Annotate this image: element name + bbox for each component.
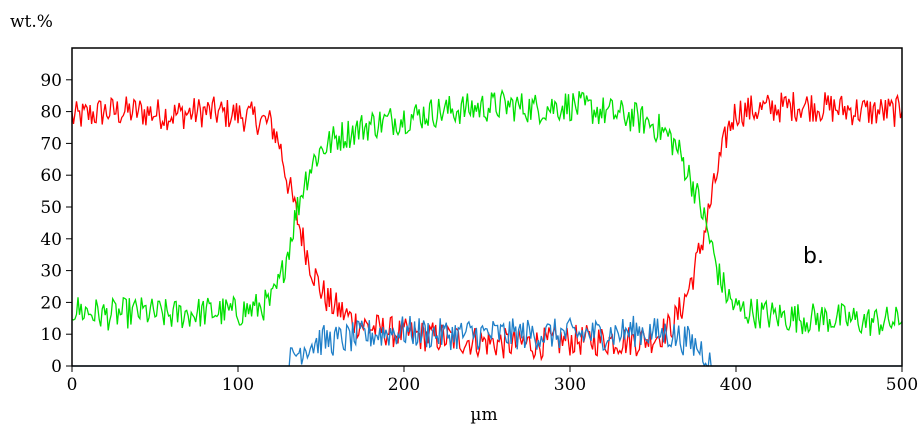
y-tick-label-7: 70 [40,134,62,154]
x-axis-label: µm [470,405,497,425]
y-tick-label-8: 80 [40,103,62,123]
y-tick-label-2: 20 [40,293,62,313]
y-tick-label-6: 60 [40,166,62,186]
x-tick-label-4: 400 [720,375,752,395]
y-axis-label: wt.% [10,12,53,32]
y-tick-label-3: 30 [40,262,62,282]
x-tick-label-1: 100 [222,375,254,395]
y-tick-label-4: 40 [40,230,62,250]
x-tick-label-2: 200 [388,375,420,395]
x-axis: 0 100 200 300 400 500 [67,366,918,395]
plot-lines [71,88,903,367]
y-tick-label-0: 0 [51,357,62,377]
y-tick-label-1: 10 [40,325,62,345]
x-tick-label-5: 500 [886,375,918,395]
x-tick-label-3: 300 [554,375,586,395]
x-tick-label-0: 0 [67,375,78,395]
series-line-0 [71,92,903,362]
y-tick-label-5: 50 [40,198,62,218]
y-axis: 0 10 20 30 40 50 60 70 80 90 [40,71,72,377]
panel-annotation: b. [803,244,824,269]
y-tick-label-9: 90 [40,71,62,91]
series-line-1 [71,88,903,336]
